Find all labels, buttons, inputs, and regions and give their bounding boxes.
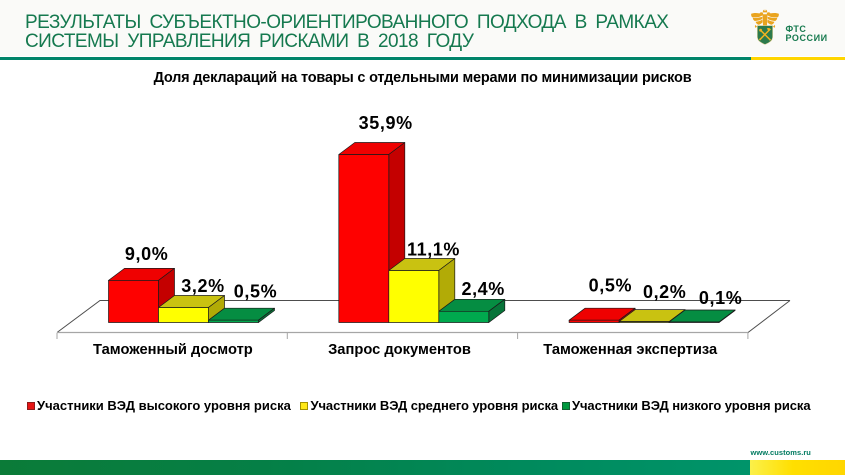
svg-text:35,9%: 35,9% — [359, 113, 413, 133]
svg-text:3,2%: 3,2% — [181, 276, 224, 296]
svg-text:0,1%: 0,1% — [699, 288, 742, 308]
svg-text:2,4%: 2,4% — [461, 279, 504, 299]
svg-text:0,5%: 0,5% — [234, 282, 277, 302]
svg-text:11,1%: 11,1% — [407, 240, 460, 260]
svg-text:9,0%: 9,0% — [125, 244, 168, 264]
svg-text:0,2%: 0,2% — [643, 282, 686, 302]
svg-text:Таможенный досмотр: Таможенный досмотр — [93, 342, 253, 358]
svg-text:0,5%: 0,5% — [589, 276, 632, 296]
svg-text:Таможенная экспертиза: Таможенная экспертиза — [543, 342, 718, 358]
svg-text:Запрос документов: Запрос документов — [328, 342, 471, 358]
